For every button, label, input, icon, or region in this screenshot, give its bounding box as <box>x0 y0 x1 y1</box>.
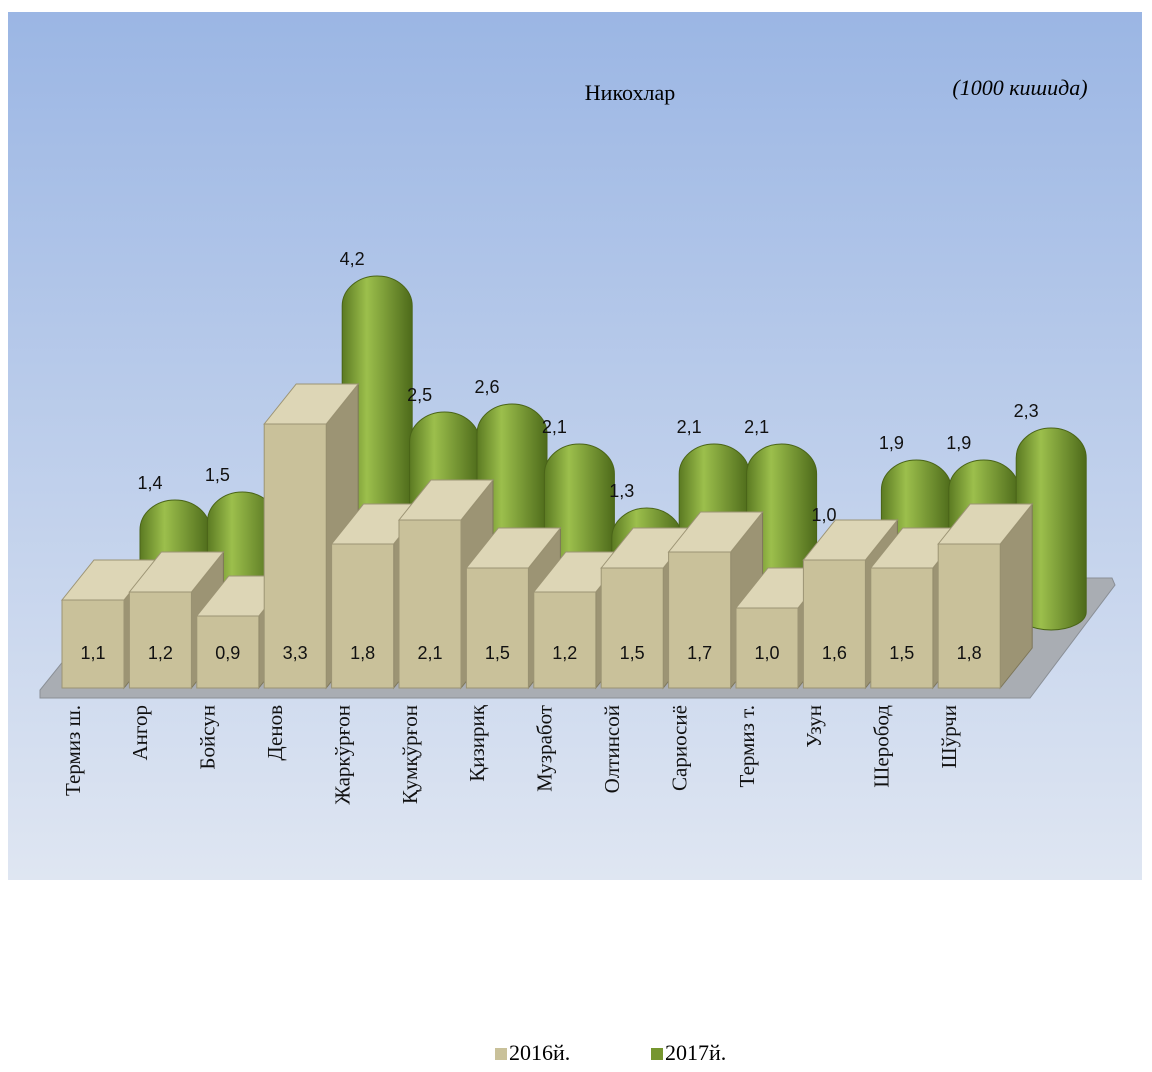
data-label: 1,3 <box>609 481 634 501</box>
x-tick-label: Қумқўрғон <box>398 705 422 804</box>
data-label: 3,3 <box>283 643 308 663</box>
box-front <box>331 543 395 689</box>
cylinder <box>1015 427 1087 631</box>
box-front <box>668 551 732 689</box>
data-label: 0,9 <box>215 643 240 663</box>
data-label: 1,1 <box>80 643 105 663</box>
box-front <box>600 567 664 689</box>
legend-label: 2016й. <box>509 1040 570 1065</box>
box-front <box>196 615 260 689</box>
x-tick-label: Шўрчи <box>937 705 961 768</box>
box-front <box>61 599 125 689</box>
data-label: 2,5 <box>407 385 432 405</box>
box-front <box>263 423 327 689</box>
box-front <box>802 559 866 689</box>
data-label: 2,1 <box>744 417 769 437</box>
data-label: 2,6 <box>474 377 499 397</box>
front-row: 1,1 Термиз ш. 1,2 Ангор 0,9 Бойсун 3,3 Денов 1,8… <box>61 382 1034 805</box>
x-tick-label: Узун <box>802 705 826 748</box>
data-label: 1,0 <box>754 643 779 663</box>
x-tick-label: Термиз т. <box>735 705 759 787</box>
box-front <box>533 591 597 689</box>
box-front <box>128 591 192 689</box>
chart-subtitle: (1000 кишида) <box>952 75 1087 100</box>
box-front <box>398 519 462 689</box>
chart-title: Никохлар <box>585 80 675 105</box>
x-tick-label: Сариосиё <box>667 705 691 791</box>
data-label: 1,5 <box>620 643 645 663</box>
data-label: 1,0 <box>811 505 836 525</box>
data-label: 1,2 <box>148 643 173 663</box>
data-label: 1,8 <box>350 643 375 663</box>
data-label: 1,9 <box>879 433 904 453</box>
data-label: 1,5 <box>485 643 510 663</box>
data-label: 1,9 <box>946 433 971 453</box>
data-label: 2,1 <box>417 643 442 663</box>
legend-swatch <box>651 1048 663 1060</box>
x-tick-label: Термиз ш. <box>61 705 85 796</box>
legend-swatch <box>495 1048 507 1060</box>
data-label: 1,7 <box>687 643 712 663</box>
data-label: 2,3 <box>1014 401 1039 421</box>
x-tick-label: Денов <box>263 705 287 761</box>
box-front <box>735 607 799 689</box>
legend-label: 2017й. <box>665 1040 726 1065</box>
x-tick-label: Қизириқ <box>465 704 489 782</box>
data-label: 1,6 <box>822 643 847 663</box>
data-label: 2,1 <box>677 417 702 437</box>
data-label: 1,5 <box>205 465 230 485</box>
data-label: 2,1 <box>542 417 567 437</box>
x-tick-label: Бойсун <box>196 705 220 770</box>
data-label: 4,2 <box>340 249 365 269</box>
data-label: 1,4 <box>137 473 162 493</box>
x-tick-label: Музработ <box>533 705 557 792</box>
box-front <box>937 543 1001 689</box>
data-label: 1,2 <box>552 643 577 663</box>
data-label: 1,8 <box>957 643 982 663</box>
box-front <box>870 567 934 689</box>
x-tick-label: Ангор <box>128 705 152 761</box>
x-tick-label: Олтинсой <box>600 705 624 793</box>
box-front <box>465 567 529 689</box>
x-tick-label: Жаркўрғон <box>330 705 354 805</box>
x-tick-label: Шеробод <box>870 705 894 788</box>
data-label: 1,5 <box>889 643 914 663</box>
legend: 2016й. 2017й. <box>495 1040 726 1065</box>
